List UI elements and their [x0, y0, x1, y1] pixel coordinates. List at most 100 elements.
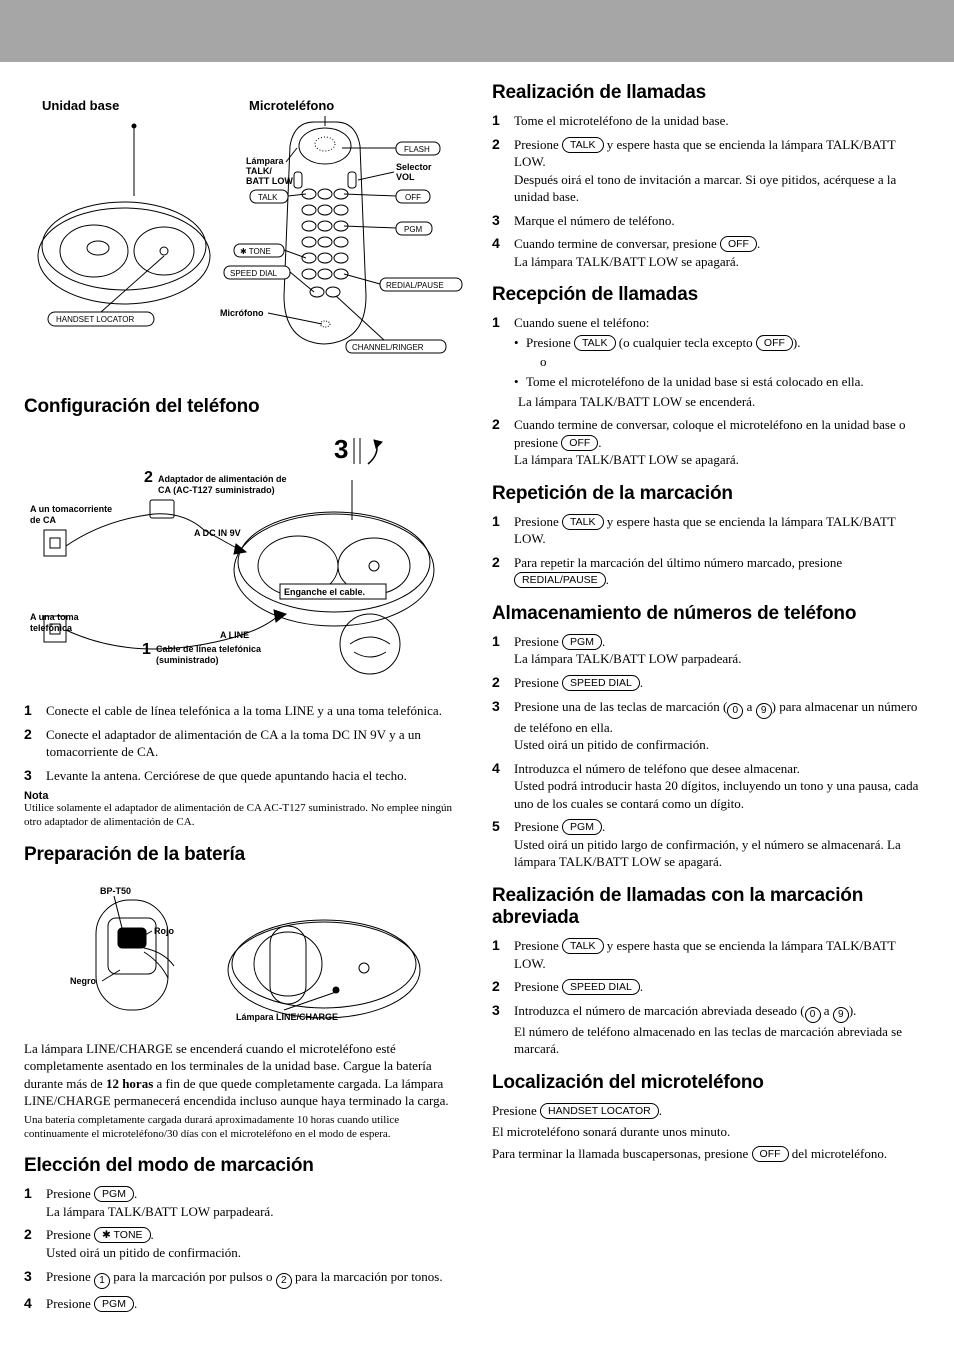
key-1: 1: [94, 1273, 110, 1289]
dm-s3a: Presione: [46, 1269, 94, 1284]
config-step-1: 1Conecte el cable de línea telefónica a …: [24, 702, 462, 720]
speed-step-3: 3 Introduzca el número de marcación abre…: [492, 1002, 930, 1058]
st-s5a: Presione: [514, 819, 562, 834]
mk-s2-l2: Después oirá el tono de invitación a mar…: [514, 172, 896, 205]
fig-step-2-num: 2: [144, 469, 153, 486]
label-redial: REDIAL/PAUSE: [386, 281, 444, 290]
store-step-1: 1 Presione PGM. La lámpara TALK/BATT LOW…: [492, 633, 930, 668]
config-note-heading: Nota: [24, 790, 462, 802]
rc-s2b: .: [598, 435, 601, 450]
store-step-2: 2 Presione SPEED DIAL.: [492, 674, 930, 692]
parts-illustration: Unidad base Microteléfono HANDSET LOC: [24, 86, 464, 376]
config-step-1-text: Conecte el cable de línea telefónica a l…: [46, 703, 442, 718]
speed-step-1: 1 Presione TALK y espere hasta que se en…: [492, 937, 930, 972]
label-tone: ✱ TONE: [240, 247, 271, 256]
fig-step-1-l2: (suministrado): [156, 655, 219, 665]
rc-b1b: (o cualquier tecla excepto: [616, 335, 756, 350]
lc-p1a: Presione: [492, 1103, 540, 1118]
btn-off-2: OFF: [756, 335, 793, 351]
btn-tone: ✱ TONE: [94, 1227, 151, 1243]
sp-s3b: a: [821, 1003, 833, 1018]
config-step-3: 3Levante la antena. Cerciórese de que qu…: [24, 767, 462, 785]
fig-hook: Enganche el cable.: [284, 587, 365, 597]
making-steps: 1Tome el microteléfono de la unidad base…: [492, 112, 930, 270]
heading-receiving: Recepción de llamadas: [492, 284, 930, 306]
sp-s3c: ).: [849, 1003, 857, 1018]
rc-o: o: [540, 353, 930, 371]
making-step-3: 3Marque el número de teléfono.: [492, 212, 930, 230]
sp-s3a: Introduzca el número de marcación abrevi…: [514, 1003, 805, 1018]
battery-note: Una batería completamente cargada durará…: [24, 1114, 462, 1142]
dialmode-steps: 1 Presione PGM. La lámpara TALK/BATT LOW…: [24, 1185, 462, 1312]
btn-pgm-2: PGM: [94, 1296, 134, 1312]
st-s5-l2: Usted oirá un pitido largo de confirmaci…: [514, 837, 901, 870]
label-vol-1: Selector: [396, 162, 432, 172]
store-steps: 1 Presione PGM. La lámpara TALK/BATT LOW…: [492, 633, 930, 871]
rc-b1c: ).: [793, 335, 801, 350]
locate-p3: Para terminar la llamada buscapersonas, …: [492, 1145, 930, 1163]
making-step-4: 4 Cuando termine de conversar, presione …: [492, 235, 930, 270]
label-vol-2: VOL: [396, 172, 415, 182]
mk-s4b: .: [757, 236, 760, 251]
locate-p2: El microteléfono sonará durante unos min…: [492, 1123, 930, 1141]
sp-s3-l2: El número de teléfono almacenado en las …: [514, 1024, 902, 1057]
rc-bullet-1: Presione TALK (o cualquier tecla excepto…: [514, 334, 930, 352]
diagram-battery: BP-T50 Rojo Negro: [24, 874, 462, 1034]
label-off: OFF: [405, 193, 421, 202]
label-microtelefono: Microteléfono: [249, 98, 334, 113]
config-steps: 1Conecte el cable de línea telefónica a …: [24, 702, 462, 784]
fig-aline: A LINE: [220, 630, 249, 640]
key-0-b: 0: [805, 1007, 821, 1023]
mk-s4a: Cuando termine de conversar, presione: [514, 236, 720, 251]
btn-handset-locator: HANDSET LOCATOR: [540, 1103, 659, 1119]
battery-para: La lámpara LINE/CHARGE se encenderá cuan…: [24, 1040, 462, 1110]
st-s3b: a: [743, 699, 755, 714]
fig-dcin: A DC IN 9V: [194, 528, 241, 538]
dm-s4a: Presione: [46, 1296, 94, 1311]
label-talkbatt-3: BATT LOW: [246, 176, 293, 186]
fig-step-3: 3: [334, 434, 348, 464]
sp-s2b: .: [640, 979, 643, 994]
dm-s2-l2: Usted oirá un pitido de confirmación.: [46, 1245, 241, 1260]
label-handset-locator-box: HANDSET LOCATOR: [56, 315, 134, 324]
lc-p3b: del microteléfono.: [789, 1146, 888, 1161]
btn-pgm-3: PGM: [562, 634, 602, 650]
btn-talk-3: TALK: [562, 514, 603, 530]
fig-negro: Negro: [70, 976, 97, 986]
dm-s3b: para la marcación por pulsos o: [110, 1269, 276, 1284]
sp-s1a: Presione: [514, 938, 562, 953]
btn-off-3: OFF: [561, 435, 598, 451]
btn-talk-2: TALK: [574, 335, 615, 351]
rd-s2b: .: [606, 572, 609, 587]
st-s4: Introduzca el número de teléfono que des…: [514, 761, 800, 776]
st-s5b: .: [602, 819, 605, 834]
receiving-steps: 1 Cuando suene el teléfono: Presione TAL…: [492, 314, 930, 468]
dm-s2a: Presione: [46, 1227, 94, 1242]
dm-s1-l2: La lámpara TALK/BATT LOW parpadeará.: [46, 1204, 273, 1219]
label-talkbatt-1: Lámpara: [246, 156, 285, 166]
label-talk: TALK: [258, 193, 278, 202]
battery-para-bold: 12 horas: [106, 1076, 153, 1091]
btn-pgm-1: PGM: [94, 1186, 134, 1202]
heading-making: Realización de llamadas: [492, 82, 930, 104]
key-0-a: 0: [727, 703, 743, 719]
fig-phone-1: A una toma: [30, 612, 80, 622]
fig-step-2-l2: CA (AC-T127 suministrado): [158, 485, 275, 495]
mk-s3: Marque el número de teléfono.: [514, 213, 675, 228]
fig-bp: BP-T50: [100, 886, 131, 896]
st-s1a: Presione: [514, 634, 562, 649]
label-flash: FLASH: [404, 145, 430, 154]
header-gray-band: [0, 0, 954, 62]
rc-s2-l2: La lámpara TALK/BATT LOW se apagará.: [514, 452, 739, 467]
dm-s2b: .: [151, 1227, 154, 1242]
heading-redial: Repetición de la marcación: [492, 483, 930, 505]
btn-pgm-4: PGM: [562, 819, 602, 835]
config-step-2-text: Conecte el adaptador de alimentación de …: [46, 727, 421, 760]
redial-steps: 1 Presione TALK y espere hasta que se en…: [492, 513, 930, 589]
st-s4-l2: Usted podrá introducir hasta 20 dígitos,…: [514, 778, 918, 811]
st-s3-l2: Usted oirá un pitido de confirmación.: [514, 737, 709, 752]
btn-off-1: OFF: [720, 236, 757, 252]
dm-s4b: .: [134, 1296, 137, 1311]
rc-s1-l2: La lámpara TALK/BATT LOW se encenderá.: [518, 393, 930, 411]
st-s1b: .: [602, 634, 605, 649]
